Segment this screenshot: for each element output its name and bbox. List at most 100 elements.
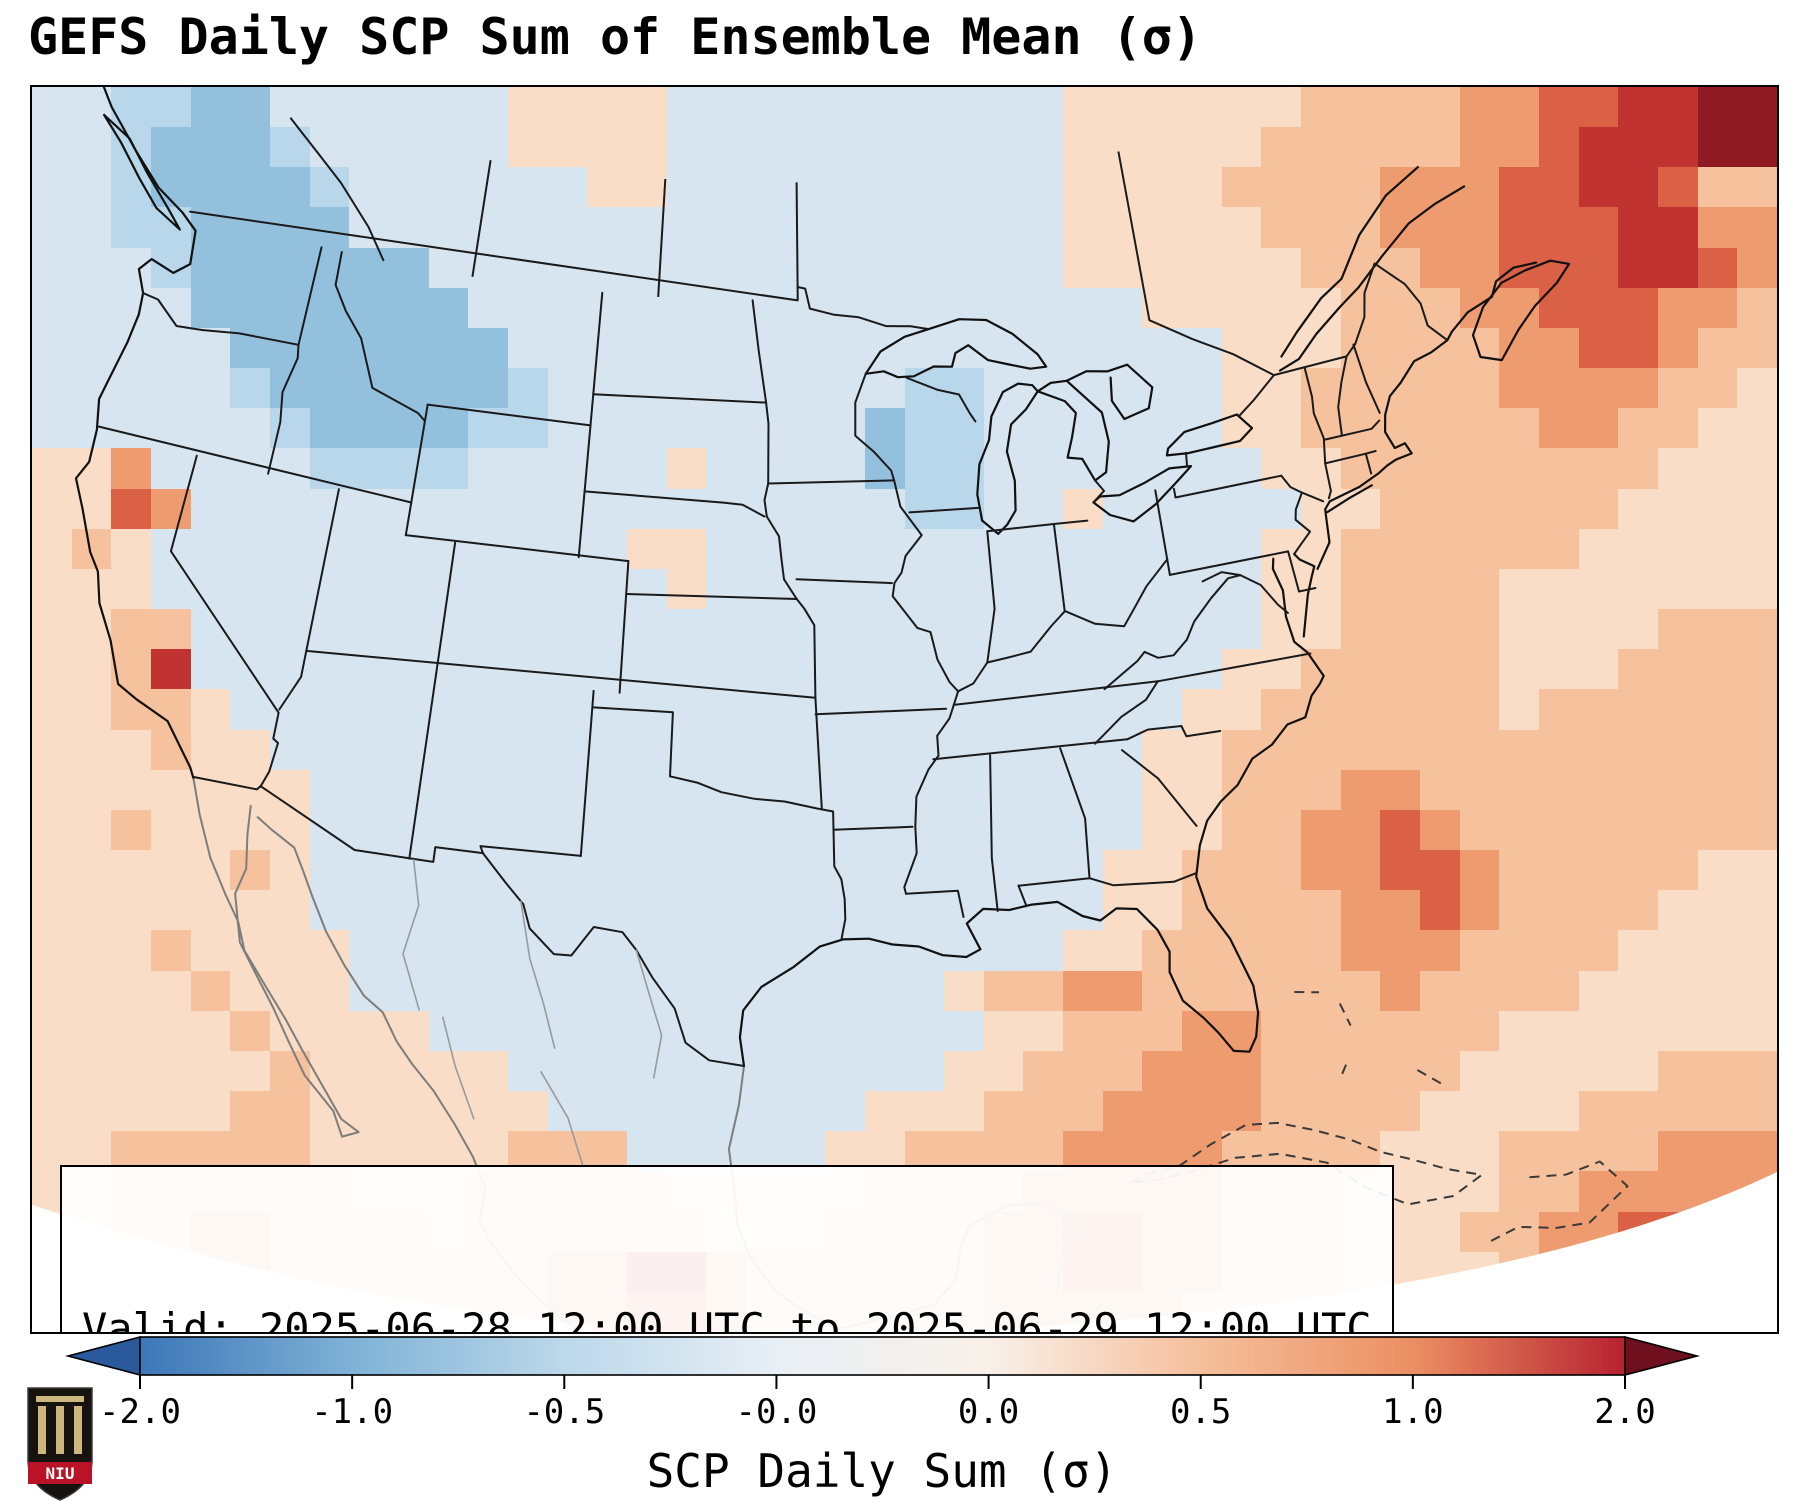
heatmap-cell [1459, 1091, 1500, 1132]
heatmap-cell [309, 207, 350, 248]
heatmap-cell [1499, 1171, 1540, 1212]
heatmap-cell [1459, 127, 1500, 168]
heatmap-cell [1737, 167, 1777, 208]
heatmap-cell [71, 609, 112, 650]
heatmap-cell [1658, 327, 1698, 369]
heatmap-cell [1499, 1010, 1540, 1051]
colorbar-ticks [139, 1375, 1626, 1389]
heatmap-cell [1261, 127, 1302, 168]
heatmap-cell [1102, 1091, 1143, 1132]
heatmap-cell [1380, 809, 1421, 851]
border-gulf-atlantic-coast [738, 557, 1325, 1068]
heatmap-cell [1737, 970, 1777, 1011]
heatmap-cell [468, 87, 508, 128]
heatmap-cell [1459, 167, 1500, 208]
heatmap-cell [1697, 287, 1738, 328]
heatmap-cell [1301, 1050, 1341, 1092]
heatmap-cell [1182, 649, 1222, 690]
heatmap-cell [1697, 1050, 1738, 1092]
heatmap-cell [1063, 729, 1103, 770]
heatmap-cell [666, 1050, 707, 1092]
heatmap-cell [983, 207, 1024, 248]
heatmap-cell [1578, 408, 1619, 449]
heatmap-cell [32, 528, 72, 569]
border-idaho-west [267, 246, 323, 475]
heatmap-cell [745, 1091, 786, 1132]
heatmap-cell [388, 448, 429, 489]
heatmap-cell [1499, 769, 1540, 810]
heatmap-cell [1063, 1010, 1103, 1051]
heatmap-cell [706, 1050, 746, 1092]
heatmap-cell [983, 167, 1024, 208]
heatmap-cell [745, 408, 786, 449]
heatmap-cell [1658, 87, 1698, 128]
heatmap-cell [1182, 850, 1222, 891]
heatmap-cell [1420, 448, 1460, 489]
heatmap-cell [349, 1131, 389, 1172]
heatmap-cell [1261, 890, 1302, 931]
heatmap-cell [1063, 247, 1103, 288]
heatmap-cell [1737, 1010, 1777, 1051]
heatmap-cell [1539, 930, 1579, 971]
heatmap-cell [1697, 890, 1738, 931]
heatmap-cell [1182, 609, 1222, 650]
heatmap-cell [1023, 167, 1064, 208]
heatmap-cell [864, 127, 905, 168]
map-borders-svg [32, 87, 1777, 1332]
heatmap-cell [666, 970, 707, 1011]
heatmap-cell [32, 1091, 72, 1132]
heatmap-cell [706, 327, 746, 369]
heatmap-cell [1261, 408, 1302, 449]
border-nd-sd [592, 393, 768, 404]
heatmap-cell [864, 729, 905, 770]
heatmap-cell [150, 649, 191, 690]
heatmap-cell [1618, 970, 1659, 1011]
heatmap-cell [1301, 1091, 1341, 1132]
heatmap-cell [1063, 408, 1103, 449]
heatmap-cell [1459, 408, 1500, 449]
heatmap-cell [349, 609, 389, 650]
heatmap-cell [32, 87, 72, 128]
heatmap-cell [1658, 1010, 1698, 1051]
heatmap-cell [1539, 649, 1579, 690]
border-az-nm [408, 672, 438, 860]
heatmap-cell [587, 127, 627, 168]
heatmap-cell [1499, 930, 1540, 971]
heatmap-cell [785, 488, 826, 529]
heatmap-cell [864, 528, 905, 569]
heatmap-cell [626, 167, 667, 208]
heatmap-cell [269, 769, 310, 810]
heatmap-cell [626, 87, 667, 128]
heatmap-cell [1539, 809, 1579, 851]
heatmap-cell [1658, 368, 1698, 409]
heatmap-cell [944, 729, 984, 770]
heatmap-cell [587, 930, 627, 971]
heatmap-cell [825, 528, 865, 569]
heatmap-cell [507, 1131, 548, 1172]
heatmap-cell [190, 327, 231, 369]
heatmap-cell [1697, 448, 1738, 489]
heatmap-cell [1380, 87, 1421, 128]
border-rio-grande [481, 852, 745, 1067]
border-lake-michigan [976, 382, 1039, 535]
heatmap-cell [864, 87, 905, 128]
heatmap-cell [1182, 247, 1222, 288]
heatmap-cell [32, 769, 72, 810]
heatmap-cell [706, 1131, 746, 1172]
heatmap-cell [32, 609, 72, 650]
heatmap-cell [1539, 488, 1579, 529]
heatmap-cell [71, 1091, 112, 1132]
heatmap-cell [1023, 448, 1064, 489]
heatmap-cell [507, 769, 548, 810]
heatmap-cell [230, 1050, 270, 1092]
heatmap-cell [309, 408, 350, 449]
heatmap-cell [1737, 247, 1777, 288]
heatmap-cell [666, 609, 707, 650]
heatmap-cell [745, 850, 786, 891]
heatmap-cell [1697, 568, 1738, 610]
heatmap-cell [1539, 1131, 1579, 1172]
heatmap-cell [230, 287, 270, 328]
heatmap-cell [1499, 729, 1540, 770]
heatmap-cell [190, 247, 231, 288]
heatmap-cell [745, 729, 786, 770]
